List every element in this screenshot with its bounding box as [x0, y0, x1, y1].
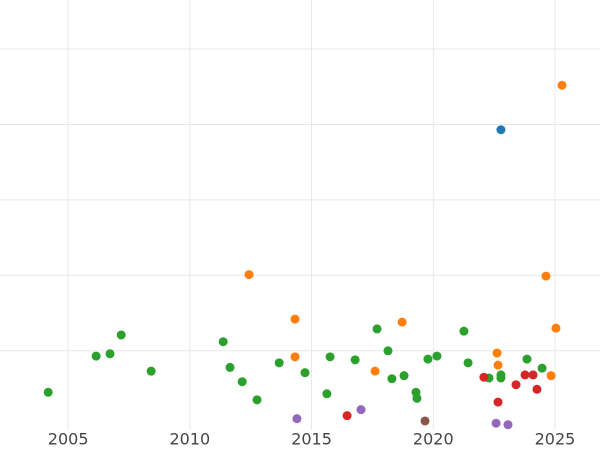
point [244, 270, 254, 280]
point [503, 420, 513, 430]
point [370, 366, 380, 376]
point [423, 354, 433, 364]
point [537, 363, 547, 373]
x-tick-label: 2005 [48, 430, 89, 449]
point [397, 317, 407, 327]
point [522, 354, 532, 364]
point [493, 360, 503, 370]
point [528, 370, 538, 380]
point [252, 395, 262, 405]
point [116, 330, 126, 340]
point [105, 349, 115, 359]
point [225, 362, 235, 372]
point [290, 314, 300, 324]
point [342, 411, 352, 421]
point [325, 352, 335, 362]
x-tick-label: 2015 [291, 430, 332, 449]
point [218, 337, 228, 347]
point [532, 384, 542, 394]
point [412, 393, 422, 403]
point [496, 373, 506, 383]
x-tick-label: 2020 [413, 430, 454, 449]
point [350, 355, 360, 365]
point [511, 380, 521, 390]
point [463, 358, 473, 368]
point [237, 377, 247, 387]
point [496, 125, 506, 135]
point [292, 414, 302, 424]
point [274, 358, 284, 368]
point [557, 80, 567, 90]
x-tick-label: 2010 [169, 430, 210, 449]
point [546, 371, 556, 381]
point [541, 271, 551, 281]
point [300, 368, 310, 378]
point [432, 351, 442, 361]
point [91, 351, 101, 361]
point [493, 397, 503, 407]
point [43, 387, 53, 397]
point [290, 352, 300, 362]
point [479, 372, 489, 382]
point [420, 416, 430, 426]
point [383, 346, 393, 356]
point [387, 374, 397, 384]
point [459, 326, 469, 336]
point [322, 389, 332, 399]
point [399, 371, 409, 381]
point [551, 323, 561, 333]
point [492, 348, 502, 358]
point [356, 405, 366, 415]
point [491, 418, 501, 428]
point [520, 370, 530, 380]
point [146, 366, 156, 376]
point [372, 324, 382, 334]
x-tick-label: 2025 [535, 430, 576, 449]
